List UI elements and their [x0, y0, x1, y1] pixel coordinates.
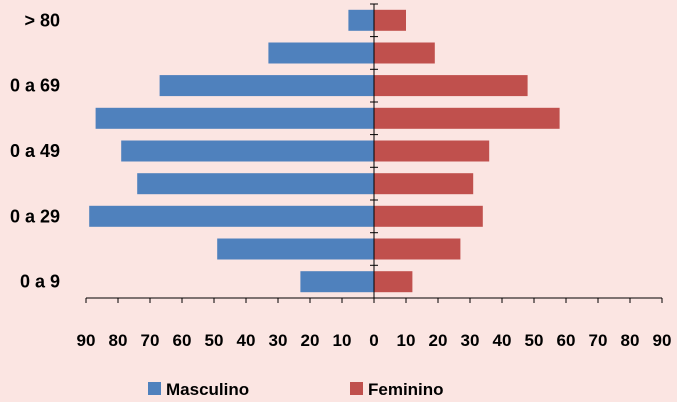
bar-masculino-1 — [217, 238, 374, 260]
bar-feminino-6 — [374, 75, 528, 97]
bar-masculino-8 — [348, 9, 374, 31]
x-tick-label: 40 — [493, 331, 512, 350]
bar-masculino-6 — [159, 75, 374, 97]
x-tick-label: 70 — [589, 331, 608, 350]
legend-label-masculino: Masculino — [166, 380, 249, 399]
bar-masculino-0 — [300, 271, 374, 293]
category-label: > 80 — [24, 10, 60, 30]
bars-layer — [89, 9, 560, 293]
bar-feminino-7 — [374, 42, 435, 64]
x-tick-label: 80 — [621, 331, 640, 350]
category-label: 0 a 9 — [20, 272, 60, 292]
bar-feminino-3 — [374, 173, 474, 195]
x-tick-label: 90 — [77, 331, 96, 350]
x-tick-label: 70 — [141, 331, 160, 350]
x-tick-label: 90 — [653, 331, 672, 350]
axes-layer — [85, 3, 663, 303]
bar-masculino-2 — [89, 205, 374, 227]
bar-feminino-0 — [374, 271, 413, 293]
bar-feminino-8 — [374, 9, 406, 31]
bar-masculino-5 — [95, 107, 374, 129]
legend-label-feminino: Feminino — [368, 380, 444, 399]
x-tick-label: 60 — [557, 331, 576, 350]
legend-swatch-masculino — [148, 382, 161, 395]
category-label: 0 a 69 — [10, 76, 60, 96]
x-tick-label: 30 — [461, 331, 480, 350]
x-tick-label: 0 — [369, 331, 378, 350]
x-tick-label: 60 — [173, 331, 192, 350]
legend: Masculino Feminino — [148, 380, 444, 399]
x-tick-label: 80 — [109, 331, 128, 350]
x-tick-label: 10 — [397, 331, 416, 350]
legend-swatch-feminino — [350, 382, 363, 395]
bar-masculino-7 — [268, 42, 374, 64]
bar-feminino-2 — [374, 205, 483, 227]
bar-feminino-4 — [374, 140, 490, 162]
bar-feminino-1 — [374, 238, 461, 260]
x-tick-label: 30 — [269, 331, 288, 350]
bar-masculino-3 — [137, 173, 374, 195]
x-tick-label: 20 — [301, 331, 320, 350]
labels-layer: 90 80 70 60 50 40 30 20 10 0 10 20 30 40 50 60 70 80 90 0 a… — [10, 10, 672, 350]
category-label: 0 a 29 — [10, 206, 60, 226]
x-tick-label: 20 — [429, 331, 448, 350]
x-tick-label: 50 — [525, 331, 544, 350]
x-tick-label: 40 — [237, 331, 256, 350]
bar-masculino-4 — [121, 140, 374, 162]
x-tick-label: 50 — [205, 331, 224, 350]
x-tick-label: 10 — [333, 331, 352, 350]
category-label: 0 a 49 — [10, 141, 60, 161]
bar-feminino-5 — [374, 107, 560, 129]
